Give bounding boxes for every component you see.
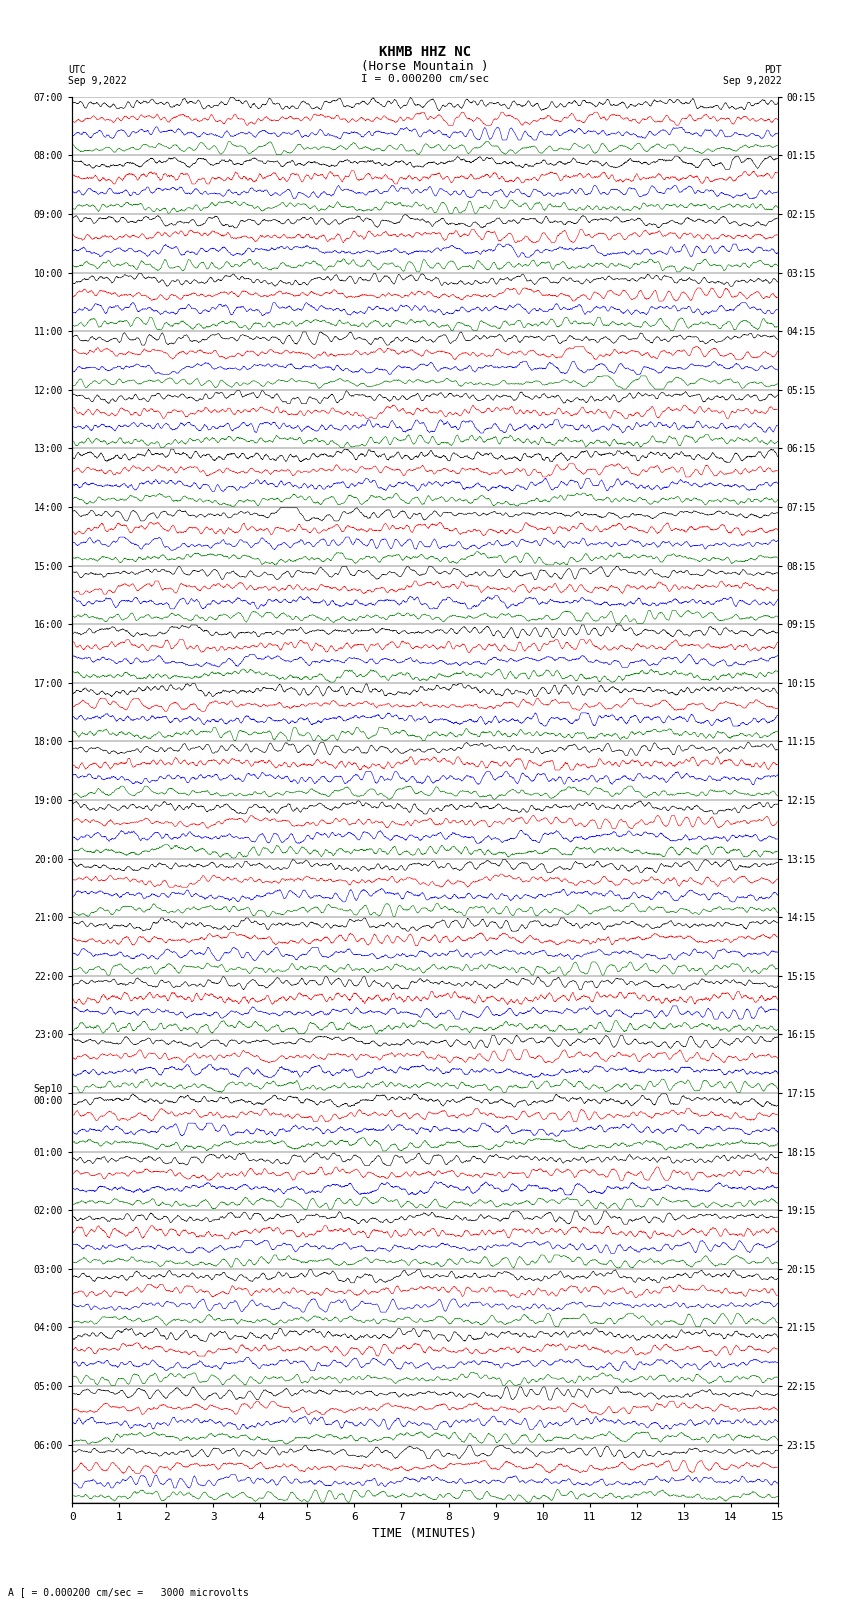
Text: PDT
Sep 9,2022: PDT Sep 9,2022	[723, 65, 782, 85]
Text: (Horse Mountain ): (Horse Mountain )	[361, 60, 489, 73]
Text: UTC
Sep 9,2022: UTC Sep 9,2022	[68, 65, 127, 85]
Text: A [ = 0.000200 cm/sec =   3000 microvolts: A [ = 0.000200 cm/sec = 3000 microvolts	[8, 1587, 249, 1597]
Text: I = 0.000200 cm/sec: I = 0.000200 cm/sec	[361, 74, 489, 84]
Text: KHMB HHZ NC: KHMB HHZ NC	[379, 45, 471, 60]
X-axis label: TIME (MINUTES): TIME (MINUTES)	[372, 1526, 478, 1539]
